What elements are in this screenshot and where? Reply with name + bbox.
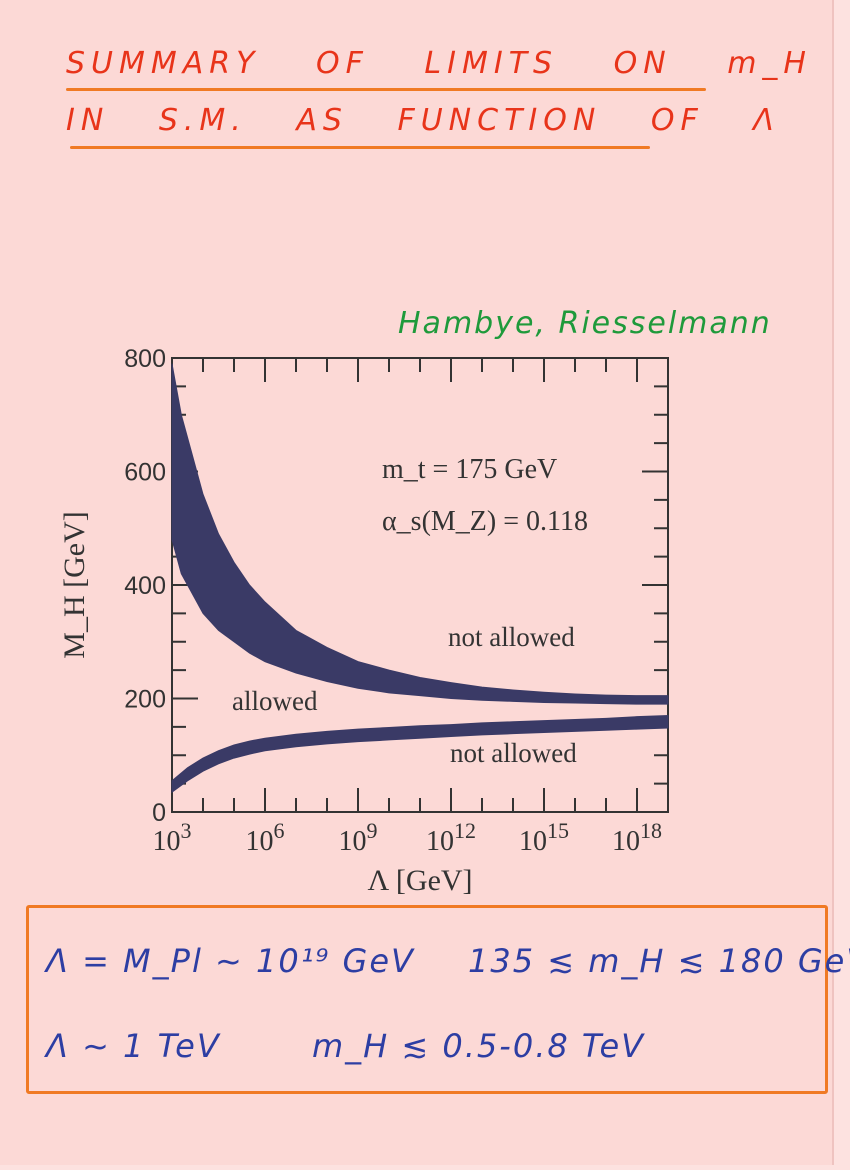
summary-planck-mass-range: 135 ≲ m_H ≲ 180 GeV [468,942,850,980]
scanned-page: SUMMARY OF LIMITS ON m_H IN S.M. AS FUNC… [26,0,850,1165]
x-tick-label: 109 [339,818,378,857]
param-alpha-s: α_s(M_Z) = 0.118 [382,506,588,537]
y-tick-label: 600 [124,459,166,487]
y-tick-label: 200 [124,686,166,714]
heading-line-1: SUMMARY OF LIMITS ON m_H [66,46,812,81]
lower-bound-band [171,715,669,794]
upper-bound-band [171,363,669,705]
summary-planck-scale: Λ = M_Pl ~ 10¹⁹ GeV [46,942,415,980]
y-axis-label: M_H [GeV] [58,511,91,658]
x-axis-label: Λ [GeV] [367,864,472,897]
param-top-mass: m_t = 175 GeV [382,454,557,485]
x-tick-label: 1012 [426,818,476,857]
region-label-lower: not allowed [450,738,577,768]
x-tick-label: 1015 [519,818,569,857]
y-tick-label: 400 [124,572,166,600]
heading-line-2: IN S.M. AS FUNCTION OF Λ [66,103,780,138]
x-tick-label: 1018 [612,818,662,857]
x-tick-label: 103 [153,818,192,857]
region-label-allowed: allowed [232,686,318,716]
summary-tev-mass-range: m_H ≲ 0.5-0.8 TeV [312,1027,646,1065]
heading-underline-1 [66,88,706,91]
x-tick-label: 106 [246,818,285,857]
heading-underline-2 [70,146,650,149]
summary-box [26,905,828,1094]
mh-limits-chart: 0 200 400 600 800 103 106 109 1012 1015 1018 Λ [GeV… [58,345,669,897]
summary-tev-scale: Λ ~ 1 TeV [46,1027,221,1065]
y-tick-label: 800 [124,345,166,373]
authors-annotation: Hambye, Riesselmann [398,306,772,341]
y-tick-label: 0 [152,799,166,827]
region-label-upper: not allowed [448,622,575,652]
